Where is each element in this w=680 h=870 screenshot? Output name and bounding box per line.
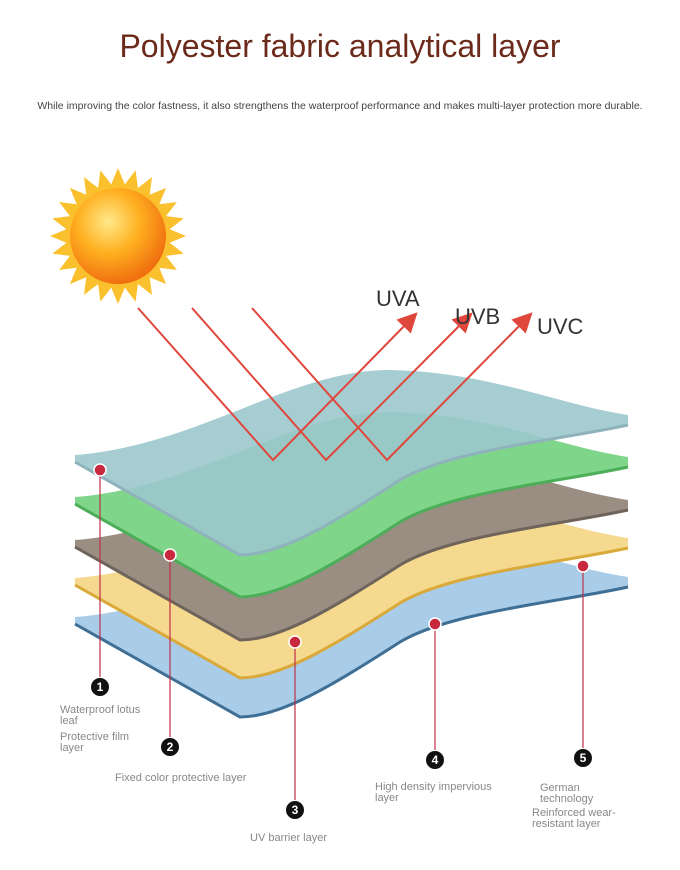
callout-dot [93,463,107,477]
layer-edge [74,465,629,599]
fabric-layer [75,370,628,555]
sun [50,168,186,304]
callout-dot [288,635,302,649]
number-badge [91,678,109,696]
subtitle: While improving the color fastness, it a… [37,100,643,112]
layer-number: 4 [432,753,439,767]
layer-number: 5 [580,751,587,765]
callout-dot [428,617,442,631]
layer-label: German technology [540,782,594,805]
number-badge [286,801,304,819]
layer-number: 1 [97,680,104,694]
layer-label: Fixed color protective layer [115,772,247,784]
layer-edge [74,546,629,680]
uv-rays: UVA UVB UVC [137,286,584,462]
layer-label: High density impervious layer [375,781,492,804]
layer-edge [74,585,629,719]
layer-label: Protective film layer [60,731,130,754]
number-badge [161,738,179,756]
callout-dot [163,548,177,562]
ray-label: UVC [537,314,584,339]
layer-label: Reinforced wear-resistant layer [532,807,616,830]
layer-number: 2 [167,740,174,754]
uv-ray [251,307,533,462]
sun-disc [70,188,166,284]
uv-ray [137,307,418,462]
fabric-layers [74,370,629,719]
ray-label: UVA [376,286,420,311]
layer-label: Waterproof lotus leaf [60,704,141,727]
layer-number: 3 [292,803,299,817]
title: Polyester fabric analytical layer [119,28,561,64]
layer-edge [74,508,629,642]
layer-label: UV barrier layer [250,832,328,844]
callouts: 1 2 3 4 5 [91,463,592,819]
uv-ray [191,307,473,462]
number-badge [426,751,444,769]
ray-label: UVB [455,304,500,329]
callout-dot [576,559,590,573]
layer-edge [74,423,629,557]
number-badge [574,749,592,767]
